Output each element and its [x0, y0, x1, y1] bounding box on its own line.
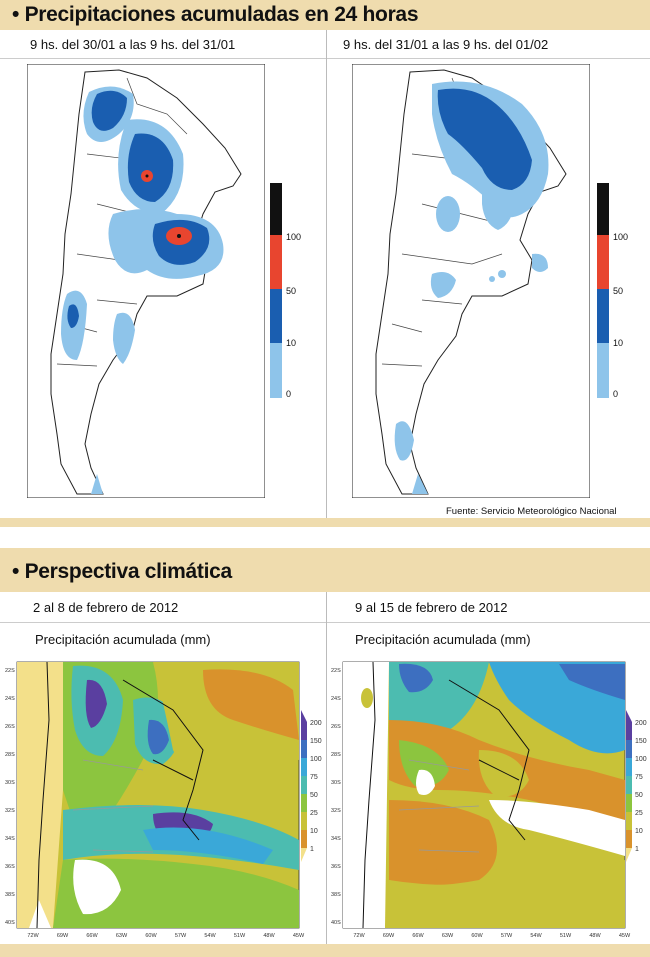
lat-axis-right: 22S 24S 26S 28S 30S 32S 34S 36S 38S 40S: [331, 668, 341, 926]
lon-tick-label: 63W: [116, 933, 128, 939]
lon-tick-label: 66W: [86, 933, 98, 939]
lat-tick-label: 24S: [5, 696, 15, 702]
forecast-scale-label: 1: [635, 846, 639, 853]
lon-axis-right: 72W 69W 66W 63W 60W 57W 54W 51W 48W 45W: [353, 933, 631, 939]
lat-tick-label: 30S: [331, 780, 341, 786]
forecast-scale-left: 200 150 100 75 50 25 10 1: [301, 710, 322, 862]
lat-tick-label: 40S: [5, 920, 15, 926]
lon-axis-left: 72W 69W 66W 63W 60W 57W 54W 51W 48W 45W: [27, 933, 305, 939]
forecast-scale-label: 100: [310, 756, 322, 763]
lat-axis-left: 22S 24S 26S 28S 30S 32S 34S 36S 38S 40S: [5, 668, 15, 926]
scale-label-10: 10: [286, 338, 296, 348]
forecast-scale-label: 100: [635, 756, 647, 763]
forecast-scale-label: 200: [635, 720, 647, 727]
forecast-scale-label: 200: [310, 720, 322, 727]
forecast-map-right: 22S 24S 26S 28S 30S 32S 34S 36S 38S 40S 72W 69W 66W…: [331, 661, 631, 939]
lat-tick-label: 32S: [5, 808, 15, 814]
forecast-scale-label: 50: [635, 792, 643, 799]
section2-title: • Perspectiva climática: [12, 560, 232, 583]
lon-tick-label: 72W: [353, 933, 365, 939]
scale-label-0: 0: [286, 389, 291, 398]
lon-tick-label: 48W: [589, 933, 601, 939]
forecast-scale-label: 50: [310, 792, 318, 799]
lat-tick-label: 32S: [331, 808, 341, 814]
lon-tick-label: 57W: [501, 933, 513, 939]
precip-map-left: [27, 64, 265, 498]
scale-label-50: 50: [286, 286, 296, 296]
lat-tick-label: 28S: [5, 752, 15, 758]
lat-tick-label: 28S: [331, 752, 341, 758]
scale-label-100: 100: [613, 232, 628, 242]
lat-tick-label: 22S: [5, 668, 15, 674]
lon-tick-label: 51W: [560, 933, 572, 939]
divider: [0, 622, 650, 623]
lat-tick-label: 36S: [331, 864, 341, 870]
section1-header: [0, 0, 650, 30]
forecast-scale-label: 1: [310, 846, 314, 853]
lon-tick-label: 45W: [293, 933, 305, 939]
forecast-scale-label: 10: [635, 828, 643, 835]
precip-scale-right: 100 50 10 0: [597, 183, 628, 398]
lat-tick-label: 34S: [5, 836, 15, 842]
column-divider: [326, 592, 327, 944]
forecast-scale-right: 200 150 100 75 50 25 10 1: [626, 710, 647, 862]
column-divider: [326, 30, 327, 518]
lon-tick-label: 57W: [175, 933, 187, 939]
scale-label-50: 50: [613, 286, 623, 296]
left-week-label: 2 al 8 de febrero de 2012: [33, 600, 179, 615]
lat-tick-label: 24S: [331, 696, 341, 702]
section2-footer-band: [0, 944, 650, 957]
forecast-scale-label: 150: [310, 738, 322, 745]
lat-tick-label: 26S: [331, 724, 341, 730]
lat-tick-label: 40S: [331, 920, 341, 926]
lat-tick-label: 38S: [5, 892, 15, 898]
forecast-scale-label: 10: [310, 828, 318, 835]
forecast-scale-label: 25: [310, 810, 318, 817]
lat-tick-label: 34S: [331, 836, 341, 842]
lon-tick-label: 51W: [234, 933, 246, 939]
lon-tick-label: 48W: [263, 933, 275, 939]
right-period-label: 9 hs. del 31/01 a las 9 hs. del 01/02: [343, 37, 549, 52]
scale-label-0: 0: [613, 389, 618, 398]
forecast-map-left: 22S 24S 26S 28S 30S 32S 34S 36S 38S 40S 72W 69W 66W…: [5, 661, 305, 939]
section2-header: [0, 548, 650, 592]
lon-tick-label: 69W: [57, 933, 69, 939]
lon-tick-label: 63W: [442, 933, 454, 939]
forecast-scale-label: 25: [635, 810, 643, 817]
source-note: Fuente: Servicio Meteorológico Nacional: [446, 506, 617, 517]
scale-label-100: 100: [286, 232, 301, 242]
lat-tick-label: 36S: [5, 864, 15, 870]
precip-scale-left: 100 50 10 0: [270, 183, 301, 398]
left-period-label: 9 hs. del 30/01 a las 9 hs. del 31/01: [30, 37, 236, 52]
forecast-scale-label: 75: [310, 774, 318, 781]
lat-tick-label: 26S: [5, 724, 15, 730]
forecast-scale-label: 75: [635, 774, 643, 781]
divider: [0, 58, 650, 59]
lon-tick-label: 60W: [471, 933, 483, 939]
lon-tick-label: 60W: [145, 933, 157, 939]
lon-tick-label: 45W: [619, 933, 631, 939]
lon-tick-label: 69W: [383, 933, 395, 939]
lon-tick-label: 72W: [27, 933, 39, 939]
forecast-scale-label: 150: [635, 738, 647, 745]
lon-tick-label: 66W: [412, 933, 424, 939]
lat-tick-label: 38S: [331, 892, 341, 898]
lon-tick-label: 54W: [530, 933, 542, 939]
lon-tick-label: 54W: [204, 933, 216, 939]
lat-tick-label: 30S: [5, 780, 15, 786]
left-chart-subtitle: Precipitación acumulada (mm): [35, 632, 211, 647]
lat-tick-label: 22S: [331, 668, 341, 674]
section1-footer-band: [0, 518, 650, 527]
scale-label-10: 10: [613, 338, 623, 348]
section1-title: • Precipitaciones acumuladas en 24 horas: [12, 3, 419, 26]
precip-map-right: [352, 64, 590, 498]
right-week-label: 9 al 15 de febrero de 2012: [355, 600, 508, 615]
right-chart-subtitle: Precipitación acumulada (mm): [355, 632, 531, 647]
